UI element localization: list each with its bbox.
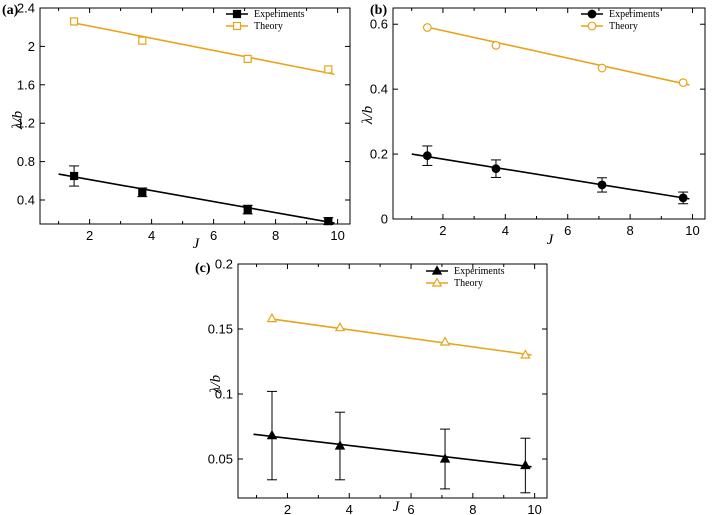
panel-c-xtick-label: 4 bbox=[346, 502, 353, 515]
panel-c-legend-marker bbox=[431, 277, 443, 287]
panel-a-ylabel: λ/b bbox=[10, 110, 26, 130]
panel-b-ytick-label: 0.4 bbox=[370, 82, 388, 97]
panel-b-ytick-label: 0.6 bbox=[370, 17, 388, 32]
panel-c-xlabel: J bbox=[393, 499, 401, 515]
panel-a-xtick-label: 6 bbox=[210, 228, 217, 243]
panel-b-theory-point bbox=[678, 78, 688, 88]
panel-a-theory-series bbox=[69, 17, 335, 76]
panel-a-theory-point bbox=[138, 36, 147, 45]
panel-a-legend-label: Theory bbox=[254, 21, 283, 32]
panel-c-xtick-label: 6 bbox=[407, 502, 414, 515]
panel-c-ytick-label: 0.15 bbox=[208, 322, 233, 337]
panel-a-experiments-series bbox=[58, 165, 335, 226]
panel-a-xlabel: J bbox=[193, 236, 201, 252]
panel-b-theory-point bbox=[597, 63, 607, 73]
panel-b-ytick-label: 0.2 bbox=[370, 147, 388, 162]
panel-a-letter: (a) bbox=[2, 3, 19, 18]
panel-c-theory-series bbox=[266, 312, 532, 359]
panel-c-experiments-point bbox=[520, 459, 531, 470]
panel-a-experiments-point bbox=[138, 188, 147, 197]
panel-c-experiments-point bbox=[439, 453, 451, 463]
panel-b-xtick-label: 6 bbox=[564, 223, 571, 238]
panel-b-xtick-label: 10 bbox=[685, 223, 699, 238]
panel-c: 2 4 6 8 10 0.05 0.1 0.15 0.2 (c) λ/b J ExperimentsTh… bbox=[195, 257, 548, 515]
panel-c-ylabel: λ/b bbox=[208, 374, 224, 394]
panel-b-letter: (b) bbox=[370, 3, 387, 18]
panel-b-legend-marker bbox=[587, 9, 597, 19]
panel-b-experiments-point bbox=[678, 193, 688, 203]
panel-b-legend-label: Theory bbox=[609, 21, 638, 32]
panel-c-experiments-fit-line bbox=[253, 433, 532, 468]
panel-a-xtick-label: 10 bbox=[330, 228, 344, 243]
panel-a-ytick-label: 0.8 bbox=[17, 154, 35, 169]
panel-b-experiments-point bbox=[597, 180, 607, 190]
panel-a-ytick-label: 1.6 bbox=[17, 77, 35, 92]
panel-b-frame bbox=[392, 7, 706, 220]
panel-c-ytick-label: 0.1 bbox=[215, 387, 233, 402]
panel-c-legend-marker bbox=[431, 265, 443, 275]
panel-a-xtick-label: 4 bbox=[148, 228, 155, 243]
panel-b-experiments-series bbox=[411, 145, 690, 205]
panel-b-legend-label: Experiments bbox=[609, 9, 660, 20]
panel-a-experiments-fit-line bbox=[58, 173, 335, 224]
panel-a-ytick-label: 2.4 bbox=[17, 1, 35, 16]
panel-a-theory-point bbox=[243, 54, 252, 63]
panel-a-experiments-point bbox=[69, 171, 79, 181]
panel-b-ylabel: λ/b bbox=[360, 105, 376, 125]
panel-c-theory-point bbox=[334, 321, 346, 332]
panel-b-legend-marker bbox=[587, 21, 597, 31]
panel-b-theory-fit-line bbox=[424, 25, 690, 86]
panel-a-ytick-label: 1.2 bbox=[17, 116, 35, 131]
panel-c-legend-label: Experiments bbox=[454, 266, 505, 277]
panel-c-xtick-label: 2 bbox=[284, 502, 291, 515]
panel-c-ytick-label: 0.05 bbox=[208, 452, 233, 467]
panel-c-legend-label: Theory bbox=[454, 278, 483, 289]
panel-c-letter: (c) bbox=[195, 261, 211, 276]
panel-b-xtick-label: 2 bbox=[439, 223, 446, 238]
panel-a-ytick-label: 0.4 bbox=[17, 193, 35, 208]
panel-a-legend-marker bbox=[232, 9, 242, 19]
panel-b-xtick-label: 4 bbox=[502, 223, 509, 238]
panel-c-theory-point bbox=[266, 312, 278, 323]
panel-c-theory-point bbox=[439, 336, 451, 346]
panel-c-experiments-point bbox=[266, 429, 278, 440]
panel-a-theory-point bbox=[69, 17, 79, 26]
panel-b-theory-point bbox=[491, 40, 501, 50]
panel-a-xtick-label: 8 bbox=[272, 228, 279, 243]
panel-c-theory-point bbox=[520, 349, 531, 359]
panel-c-xtick-label: 10 bbox=[527, 502, 541, 515]
panel-a: 2 4 6 8 10 0.4 0.8 1.2 1.6 2 2.4(a) λ/b J Experiments… bbox=[2, 1, 351, 252]
panel-a-experiments-point bbox=[243, 205, 252, 214]
panel-b-theory-series bbox=[422, 23, 690, 88]
panel-a-legend-label: Experiments bbox=[254, 9, 305, 20]
panel-b-xlabel: J bbox=[547, 232, 555, 248]
panel-a-legend-marker bbox=[232, 21, 242, 31]
panel-b-experiments-point bbox=[422, 151, 432, 161]
panel-a-xtick-label: 2 bbox=[86, 228, 93, 243]
panel-b-experiments-fit-line bbox=[411, 153, 690, 200]
panel-c-ytick-label: 0.2 bbox=[215, 257, 233, 272]
panel-c-theory-fit-line bbox=[268, 317, 532, 356]
panel-c-frame bbox=[237, 263, 548, 499]
panel-b-xtick-label: 8 bbox=[627, 223, 634, 238]
panel-c-xtick-label: 8 bbox=[469, 502, 476, 515]
panel-a-theory-fit-line bbox=[70, 21, 335, 76]
panel-b-experiments-point bbox=[491, 164, 501, 174]
panel-a-experiments-point bbox=[324, 217, 333, 226]
panel-c-experiments-point bbox=[334, 440, 346, 450]
panel-a-ytick-label: 2 bbox=[28, 39, 35, 54]
panel-b-ytick-label: 0 bbox=[381, 212, 388, 227]
panel-c-experiments-series bbox=[253, 390, 532, 494]
panel-a-theory-point bbox=[324, 65, 333, 74]
panel-a-frame bbox=[39, 7, 351, 225]
panel-b-theory-point bbox=[422, 23, 432, 32]
